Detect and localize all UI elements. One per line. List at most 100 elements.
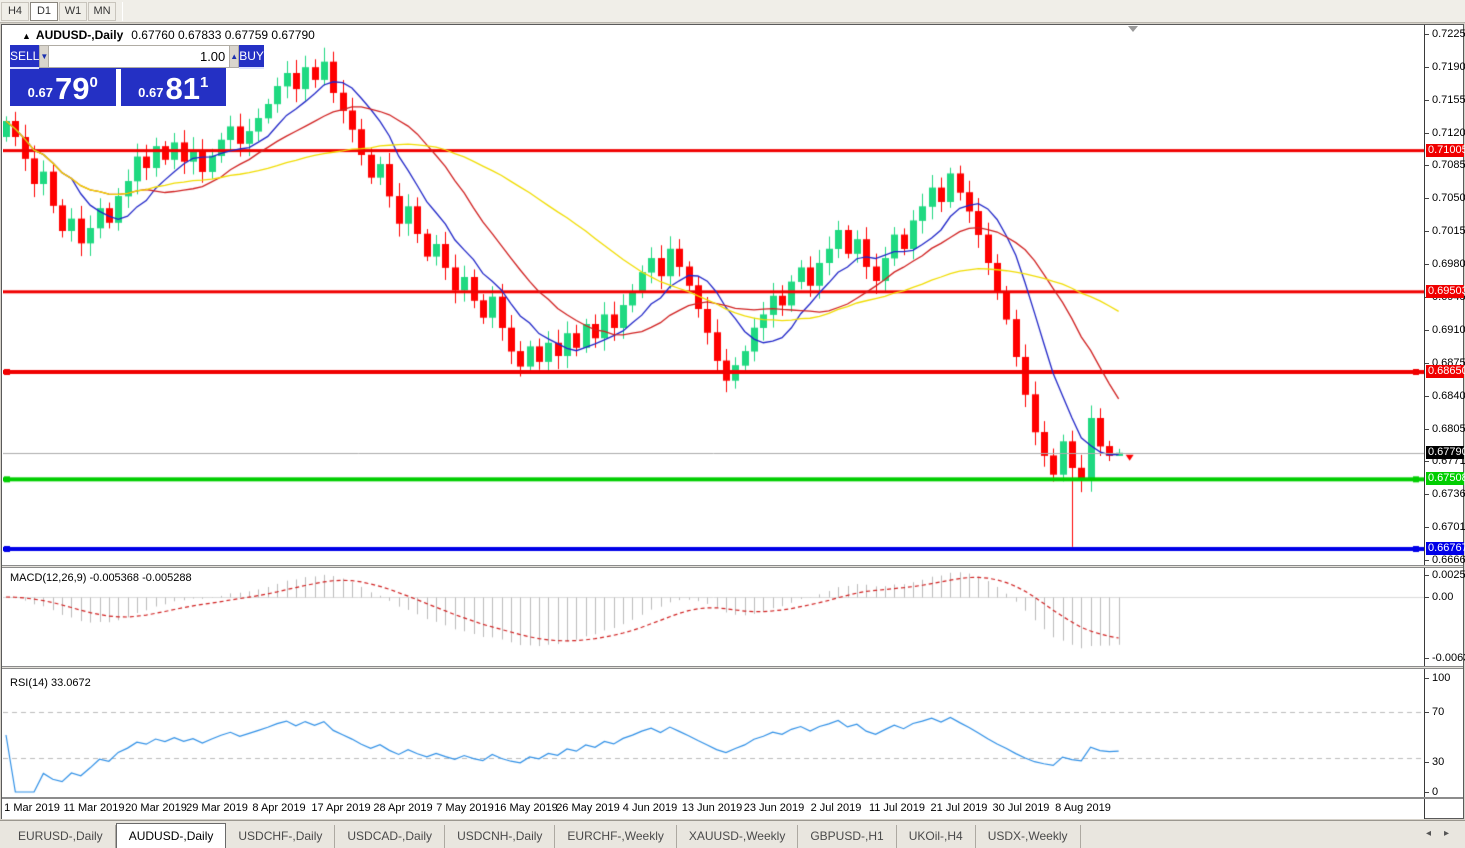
date-label: 17 Apr 2019 [311,802,371,814]
date-label: 23 Jun 2019 [743,802,805,814]
price-level-badge: 0.68650 [1426,365,1465,378]
tabs-scroll-right-icon[interactable]: ▸ [1443,828,1449,839]
trade-prices-row: 0.67 79 0 0.67 81 1 [10,69,226,106]
axis-tick-mark [1425,198,1429,199]
timeframe-button-h4[interactable]: H4 [1,1,29,21]
trade-controls-row: SELL ▼ ▲ BUY [10,45,264,69]
rsi-value: 33.0672 [50,677,91,689]
timeframe-toolbar: H4 D1 W1 MN [0,0,1465,23]
pane-splitter-rsi[interactable] [2,666,1463,669]
rsi-indicator-chart[interactable] [3,670,1424,797]
axis-tick-label: 0 [1432,786,1439,798]
axis-tick-label: 0.00 [1432,591,1454,603]
price-level-badge: 0.67508 [1426,472,1465,485]
axis-tick-mark [1425,396,1429,397]
axis-tick-mark [1425,100,1429,101]
axis-tick-mark [1425,231,1429,232]
axis-tick-mark [1425,67,1429,68]
axis-tick-label: 0.002574 [1432,569,1465,581]
sell-price-main: 79 [54,71,90,106]
main-price-chart[interactable] [3,25,1424,565]
axis-tick-mark [1425,762,1429,763]
axis-tick-label: 100 [1432,672,1451,684]
buy-price-main: 81 [165,71,200,106]
chart-tab-usdx[interactable]: USDX-,Weekly [976,825,1081,848]
date-label: 4 Jun 2019 [622,802,678,814]
chart-tab-usdchf[interactable]: USDCHF-,Daily [226,825,336,848]
rsi-label: RSI(14) 33.0672 [10,677,91,689]
axis-tick-label: 30 [1432,756,1445,768]
axis-tick-mark [1425,133,1429,134]
volume-decrease-icon[interactable]: ▼ [39,45,50,68]
timeframe-buttons: H4 D1 W1 MN [0,1,116,21]
axis-tick-mark [1425,363,1429,364]
timeframe-button-d1[interactable]: D1 [30,1,58,21]
price-level-badge: 0.66767 [1426,542,1465,555]
volume-input[interactable] [49,45,230,68]
collapse-arrow-icon[interactable]: ▲ [22,31,31,41]
macd-values: -0.005368 -0.005288 [89,572,192,584]
buy-price-pip: 1 [199,74,209,91]
date-label: 28 Apr 2019 [373,802,433,814]
date-label: 7 May 2019 [436,802,494,814]
date-label: 20 Mar 2019 [125,802,187,814]
date-label: 8 Aug 2019 [1055,802,1111,814]
chart-tab-usdcad[interactable]: USDCAD-,Daily [335,825,446,848]
volume-increase-icon[interactable]: ▲ [229,45,240,68]
date-axis: 1 Mar 2019 11 Mar 2019 20 Mar 2019 29 Mar 2… [2,799,1424,819]
axis-tick-mark [1425,678,1429,679]
axis-tick-mark [1425,165,1429,166]
chart-shift-marker-icon[interactable] [1128,26,1138,32]
chart-tab-bar: EURUSD-,Daily AUDUSD-,Daily USDCHF-,Daily U… [0,820,1465,848]
chart-tab-audusd[interactable]: AUDUSD-,Daily [115,823,227,848]
date-label: 1 Mar 2019 [4,802,60,814]
chart-tab-eurusd[interactable]: EURUSD-,Daily [6,825,116,848]
date-label: 11 Jul 2019 [868,802,926,814]
symbol-name: AUDUSD-,Daily [35,28,124,42]
chart-tab-eurchf[interactable]: EURCHF-,Weekly [555,825,677,848]
price-axis-separator [1424,25,1425,819]
sell-button[interactable]: SELL [10,45,40,69]
date-label: 30 Jul 2019 [992,802,1050,814]
chart-tab-ukoil[interactable]: UKOil-,H4 [897,825,976,848]
tabs-scroll-left-icon[interactable]: ◂ [1425,828,1431,839]
date-label: 2 Jul 2019 [810,802,862,814]
axis-tick-mark [1425,34,1429,35]
pane-splitter-macd[interactable] [2,565,1463,568]
buy-price[interactable]: 0.67 81 1 [121,69,227,106]
buy-button[interactable]: BUY [239,45,264,69]
chart-tab-usdcnh[interactable]: USDCNH-,Daily [445,825,556,848]
price-level-badge: 0.71005 [1426,144,1465,157]
sell-price-prefix: 0.67 [27,85,53,100]
axis-tick-mark [1425,264,1429,265]
buy-price-prefix: 0.67 [138,85,164,100]
macd-label: MACD(12,26,9) -0.005368 -0.005288 [10,572,192,584]
one-click-trading-panel: SELL ▼ ▲ BUY 0.67 79 0 0.67 81 1 [10,45,264,106]
chart-tab-gbpusd[interactable]: GBPUSD-,H1 [798,825,897,848]
axis-tick-mark [1425,712,1429,713]
date-label: 8 Apr 2019 [252,802,306,814]
axis-tick-mark [1425,560,1429,561]
axis-tick-label: -0.006326 [1432,652,1465,664]
axis-tick-mark [1425,792,1429,793]
macd-indicator-chart[interactable] [3,568,1424,666]
timeframe-button-mn[interactable]: MN [88,1,116,21]
pane-splitter-bottom [2,797,1463,799]
timeframe-button-w1[interactable]: W1 [59,1,87,21]
date-label: 13 Jun 2019 [681,802,743,814]
chart-tab-xauusd[interactable]: XAUUSD-,Weekly [677,825,799,848]
axis-tick-label: 70 [1432,706,1445,718]
sell-price[interactable]: 0.67 79 0 [10,69,116,106]
axis-tick-mark [1425,527,1429,528]
